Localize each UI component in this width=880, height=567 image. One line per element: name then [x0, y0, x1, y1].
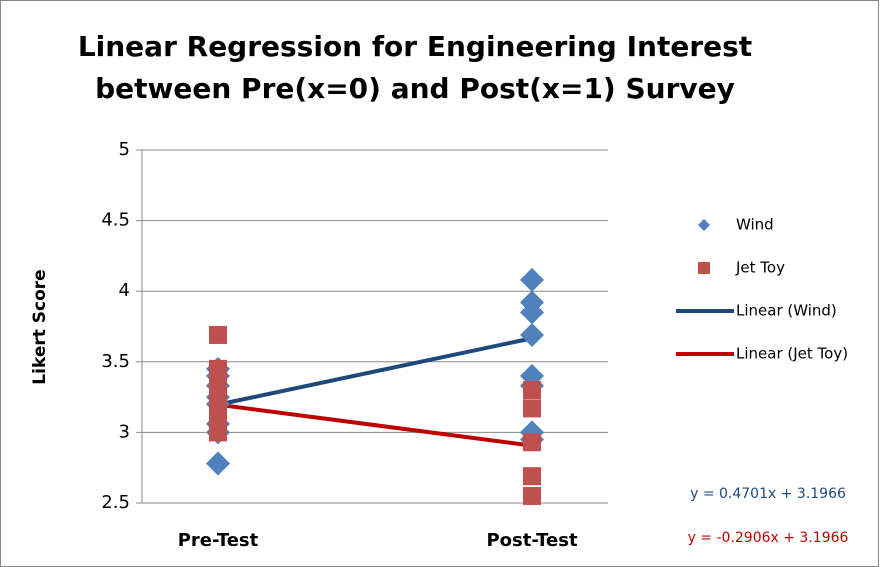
- y-tick-label: 3: [119, 421, 130, 442]
- legend-label: Linear (Jet Toy): [736, 345, 848, 363]
- point: [208, 423, 227, 442]
- x-tick-label: Post-Test: [486, 530, 578, 551]
- chart-title: Linear Regression for Engineering Intere…: [78, 30, 752, 63]
- chart-title: between Pre(x=0) and Post(x=1) Survey: [95, 72, 735, 105]
- trend-line: [217, 336, 533, 407]
- point: [208, 325, 227, 344]
- point: [523, 486, 542, 505]
- point: [523, 399, 542, 418]
- point: [205, 451, 230, 476]
- y-tick-label: 2.5: [101, 492, 130, 513]
- x-tick-label: Pre-Test: [178, 530, 259, 551]
- legend-label: Linear (Wind): [736, 302, 837, 320]
- point: [523, 433, 542, 452]
- point: [208, 366, 227, 385]
- y-axis-label: Likert Score: [30, 269, 50, 384]
- point: [520, 322, 545, 347]
- point: [208, 381, 227, 400]
- point: [523, 467, 542, 486]
- y-tick-label: 3.5: [101, 351, 130, 372]
- legend-swatch: [698, 219, 710, 231]
- legend-label: Jet Toy: [735, 259, 785, 277]
- equation: y = -0.2906x + 3.1966: [688, 530, 849, 546]
- point: [520, 300, 545, 325]
- point: [523, 381, 542, 400]
- y-tick-label: 4: [119, 280, 130, 301]
- equation: y = 0.4701x + 3.1966: [690, 486, 846, 502]
- y-tick-label: 5: [119, 139, 130, 160]
- y-tick-label: 4.5: [101, 210, 130, 231]
- point: [520, 267, 545, 292]
- trend-line: [217, 402, 533, 448]
- point: [208, 395, 227, 414]
- legend-swatch: [698, 262, 710, 274]
- legend-label: Wind: [736, 216, 774, 234]
